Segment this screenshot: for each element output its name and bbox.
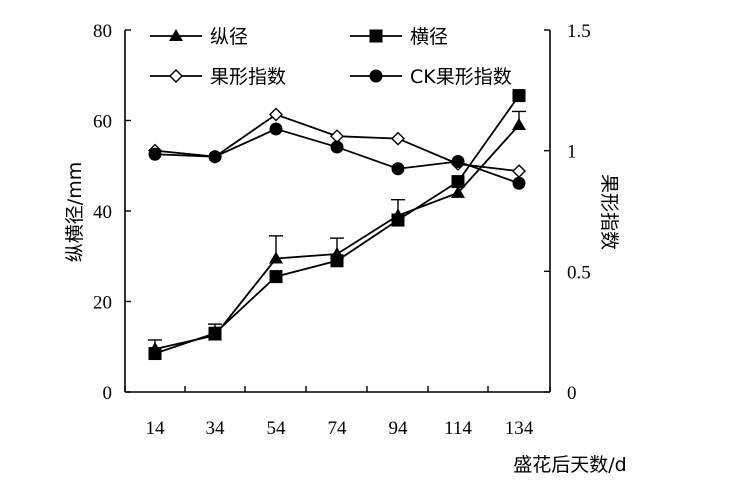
- data-point: [208, 150, 222, 164]
- data-point: [512, 164, 526, 179]
- legend-label: 果形指数: [210, 66, 286, 88]
- x-tick-label: 94: [389, 418, 409, 439]
- y-axis-left-title: 纵横径/mm: [64, 162, 86, 262]
- data-point: [330, 254, 344, 268]
- legend-label: CK果形指数: [410, 66, 512, 88]
- data-point: [391, 131, 405, 146]
- x-tick-label: 14: [146, 418, 166, 439]
- y-axis-right-title: 果形指数: [598, 174, 620, 250]
- x-tick-label: 34: [206, 418, 226, 439]
- legend-item: 横径: [350, 26, 448, 48]
- y-left-tick-label: 60: [93, 112, 112, 133]
- legend-marker: [369, 69, 383, 83]
- data-point: [512, 89, 526, 103]
- x-tick-label: 74: [328, 418, 348, 439]
- x-axis-title: 盛花后天数/d: [513, 454, 626, 476]
- data-point: [512, 176, 526, 190]
- data-point: [451, 185, 465, 198]
- series-2: [148, 89, 526, 361]
- data-point: [269, 251, 283, 264]
- x-tick-label: 54: [267, 418, 287, 439]
- y-right-tick-label: 0.5: [567, 262, 591, 283]
- data-point: [148, 147, 162, 161]
- data-point: [269, 122, 283, 136]
- data-point: [148, 347, 162, 361]
- y-right-tick-label: 0: [567, 383, 577, 404]
- axes: 0 20 40 60 80 0 0.5 1 1.5 14 34 54 74 94 114 134: [93, 21, 591, 439]
- y-left-tick-label: 0: [103, 383, 113, 404]
- data-point: [330, 129, 344, 144]
- data-point: [391, 162, 405, 176]
- x-tick-label: 114: [444, 418, 472, 439]
- data-point: [512, 118, 526, 131]
- legend-marker: [169, 29, 183, 41]
- x-tick-label: 134: [505, 418, 534, 439]
- data-point: [269, 107, 283, 122]
- y-left-tick-label: 80: [93, 21, 112, 42]
- data-point: [208, 326, 222, 340]
- y-right-tick-label: 1.5: [567, 21, 591, 42]
- legend-marker: [369, 29, 383, 43]
- legend-label: 纵径: [210, 26, 248, 48]
- legend-item: 果形指数: [150, 66, 286, 88]
- series-4: [148, 122, 526, 190]
- y-left-tick-label: 40: [93, 202, 112, 223]
- y-right-tick-label: 1: [567, 142, 577, 163]
- data-point: [451, 175, 465, 189]
- data-point: [269, 270, 283, 284]
- data-point: [451, 155, 465, 169]
- data-point: [391, 213, 405, 227]
- legend-item: 纵径: [150, 26, 248, 48]
- series-layer: [148, 89, 526, 361]
- data-point: [330, 140, 344, 154]
- y-left-tick-label: 20: [93, 293, 112, 314]
- legend-marker: [169, 69, 183, 83]
- legend-label: 横径: [410, 26, 448, 48]
- legend-item: CK果形指数: [350, 66, 512, 88]
